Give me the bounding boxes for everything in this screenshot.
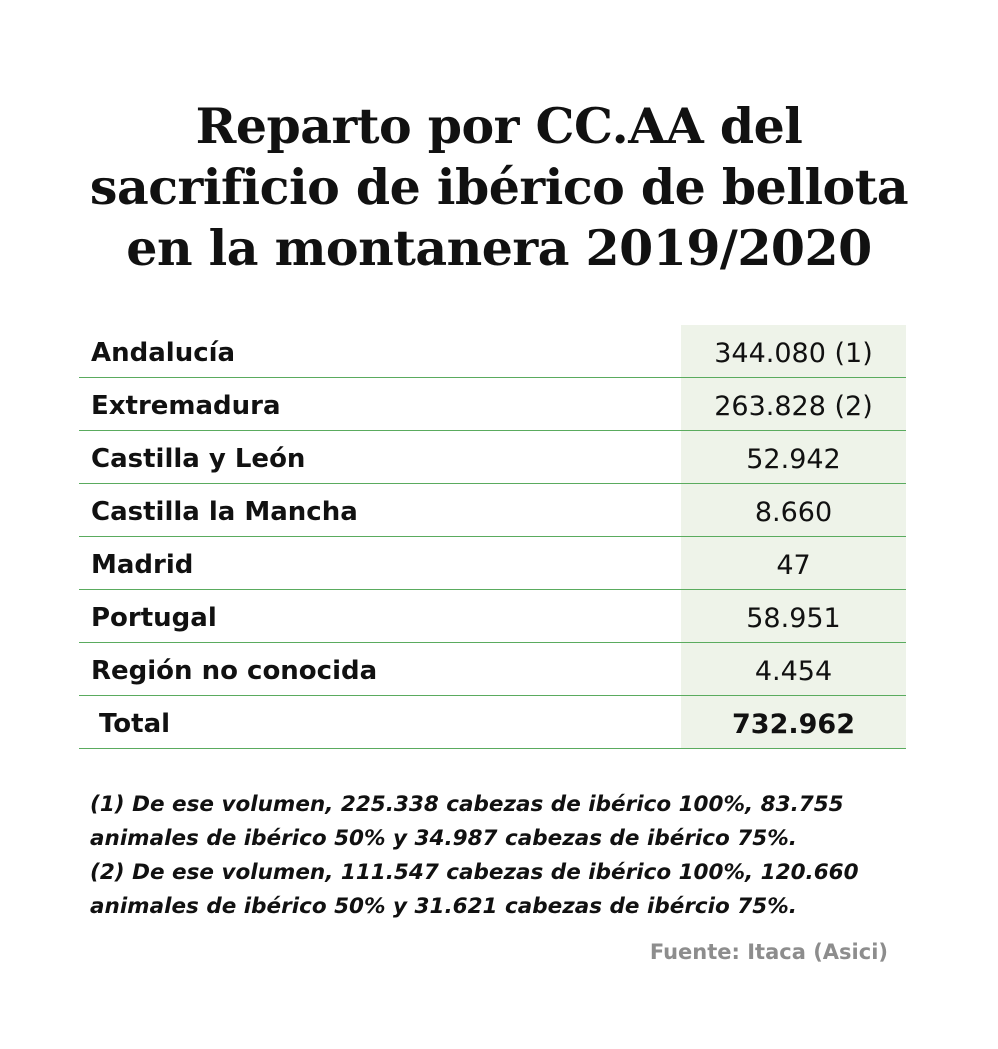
table-row: Andalucía 344.080 (1) [79, 325, 906, 378]
footnotes: (1) De ese volumen, 225.338 cabezas de i… [90, 788, 859, 924]
table-row: Portugal 58.951 [79, 590, 906, 643]
footnote-line: animales de ibérico 50% y 34.987 cabezas… [90, 826, 797, 851]
table-row: Extremadura 263.828 (2) [79, 378, 906, 431]
region-value: 263.828 (2) [714, 391, 873, 422]
table-row: Madrid 47 [79, 537, 906, 590]
page-title: Reparto por CC.AA del sacrificio de ibér… [0, 96, 998, 279]
region-name: Andalucía [91, 338, 236, 368]
region-name: Madrid [91, 550, 194, 580]
total-row: Total 732.962 [79, 696, 906, 749]
region-value: 58.951 [746, 603, 841, 634]
footnote-line: (2) De ese volumen, 111.547 cabezas de i… [90, 860, 859, 885]
region-value: 344.080 (1) [714, 338, 873, 369]
region-name: Castilla la Mancha [91, 497, 358, 527]
footnote-line: (1) De ese volumen, 225.338 cabezas de i… [90, 792, 844, 817]
table-row: Castilla y León 52.942 [79, 431, 906, 484]
region-value: 52.942 [746, 444, 841, 475]
source-credit: Fuente: Itaca (Asici) [649, 940, 888, 964]
data-table: Andalucía 344.080 (1) Extremadura 263.828 … [79, 325, 906, 749]
footnote-line: animales de ibérico 50% y 31.621 cabezas… [90, 894, 797, 919]
region-name: Extremadura [91, 391, 281, 421]
value-column-background [681, 325, 906, 749]
title-line: en la montanera 2019/2020 [126, 219, 872, 277]
total-label: Total [99, 709, 171, 739]
title-line: sacrificio de ibérico de bellota [89, 158, 909, 216]
table-row: Región no conocida 4.454 [79, 643, 906, 696]
region-value: 8.660 [754, 497, 833, 528]
title-line: Reparto por CC.AA del [195, 97, 803, 155]
total-value: 732.962 [732, 709, 855, 740]
region-value: 47 [776, 550, 811, 581]
region-name: Castilla y León [91, 444, 306, 474]
region-value: 4.454 [754, 656, 833, 687]
region-name: Región no conocida [91, 656, 378, 686]
table-row: Castilla la Mancha 8.660 [79, 484, 906, 537]
region-name: Portugal [91, 603, 217, 633]
